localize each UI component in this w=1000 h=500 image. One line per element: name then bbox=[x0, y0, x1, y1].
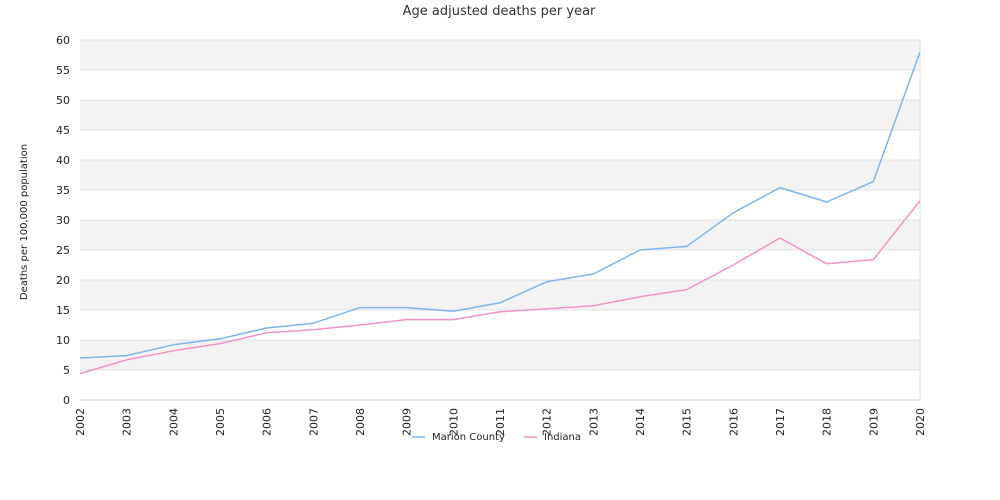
legend: Marion County Indiana bbox=[412, 432, 581, 443]
y-axis-label: Deaths per 100,000 population bbox=[19, 144, 30, 300]
x-tick-label: 2012 bbox=[541, 408, 554, 436]
grid-band bbox=[80, 70, 920, 100]
y-tick-label: 40 bbox=[56, 154, 70, 167]
x-tick-label: 2002 bbox=[74, 408, 87, 436]
grid-band bbox=[80, 40, 920, 70]
y-tick-label: 55 bbox=[56, 64, 70, 77]
y-tick-label: 45 bbox=[56, 124, 70, 137]
chart-title: Age adjusted deaths per year bbox=[403, 4, 596, 19]
series-lines bbox=[79, 51, 921, 375]
x-tick-label: 2014 bbox=[634, 408, 647, 436]
x-tick-label: 2011 bbox=[494, 408, 507, 436]
grid-band bbox=[80, 160, 920, 190]
x-tick-label: 2008 bbox=[354, 408, 367, 436]
grid-band bbox=[80, 250, 920, 280]
x-tick-label: 2003 bbox=[121, 408, 134, 436]
grid-band bbox=[80, 280, 920, 310]
legend-label-indiana: Indiana bbox=[544, 432, 581, 443]
legend-label-marion-county: Marion County bbox=[432, 432, 505, 443]
x-tick-label: 2009 bbox=[401, 408, 414, 436]
y-tick-label: 0 bbox=[63, 394, 70, 407]
y-tick-label: 60 bbox=[56, 34, 70, 47]
x-tick-label: 2010 bbox=[447, 408, 460, 436]
y-tick-label: 30 bbox=[56, 214, 70, 227]
grid-band bbox=[80, 100, 920, 130]
grid-band bbox=[80, 130, 920, 160]
x-tick-label: 2019 bbox=[867, 408, 880, 436]
y-axis-ticks: 0 5 10 15 20 25 30 35 40 45 50 55 60 bbox=[56, 34, 70, 407]
grid-band bbox=[80, 220, 920, 250]
x-axis-ticks: 2002 2003 2004 2005 2006 2007 2008 2009 2010 2011… bbox=[74, 408, 927, 436]
x-tick-label: 2006 bbox=[261, 408, 274, 436]
y-tick-label: 10 bbox=[56, 334, 70, 347]
x-tick-label: 2016 bbox=[727, 408, 740, 436]
grid-band bbox=[80, 340, 920, 370]
y-tick-label: 20 bbox=[56, 274, 70, 287]
y-tick-label: 35 bbox=[56, 184, 70, 197]
grid-band bbox=[80, 190, 920, 220]
x-tick-label: 2005 bbox=[214, 408, 227, 436]
x-tick-label: 2013 bbox=[587, 408, 600, 436]
series-line-marion-county bbox=[79, 51, 921, 359]
x-tick-label: 2020 bbox=[914, 408, 927, 436]
y-tick-label: 5 bbox=[63, 364, 70, 377]
y-tick-label: 15 bbox=[56, 304, 70, 317]
x-tick-label: 2007 bbox=[307, 408, 320, 436]
grid-band bbox=[80, 370, 920, 400]
y-tick-label: 50 bbox=[56, 94, 70, 107]
x-tick-label: 2018 bbox=[821, 408, 834, 436]
x-tick-label: 2004 bbox=[167, 408, 180, 436]
gridlines bbox=[80, 39, 921, 401]
y-tick-label: 25 bbox=[56, 244, 70, 257]
series-line-indiana bbox=[79, 200, 921, 375]
grid-band bbox=[80, 310, 920, 340]
grid-bands bbox=[80, 40, 920, 400]
x-tick-label: 2015 bbox=[681, 408, 694, 436]
x-tick-label: 2017 bbox=[774, 408, 787, 436]
